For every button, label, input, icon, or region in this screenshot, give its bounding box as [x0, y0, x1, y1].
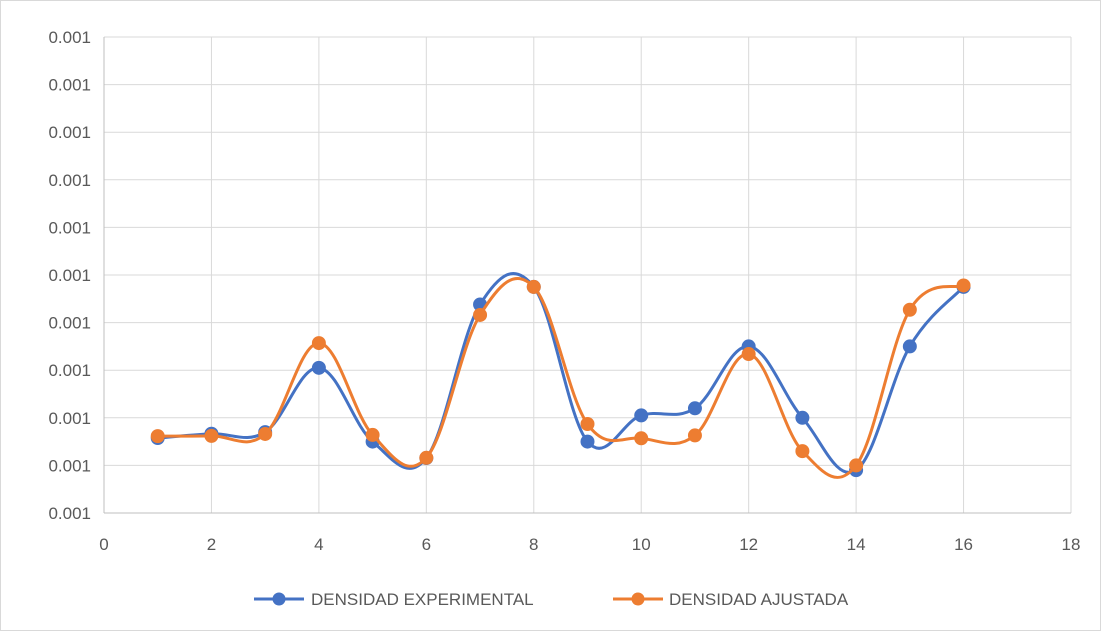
- series-densidad-ajustada: [150, 277, 971, 479]
- data-point: [311, 336, 326, 351]
- y-tick-label: 0.001: [48, 28, 91, 47]
- x-axis-tick-labels: 0 2 4 6 8 10 12 14 16 18: [99, 535, 1080, 554]
- legend-marker: [272, 592, 286, 606]
- data-point: [311, 360, 326, 375]
- data-point: [473, 307, 488, 322]
- x-tick-label: 12: [739, 535, 758, 554]
- data-point: [902, 339, 917, 354]
- gridlines: [103, 36, 1072, 514]
- legend-item: DENSIDAD EXPERIMENTAL: [254, 590, 534, 609]
- y-tick-label: 0.001: [48, 409, 91, 428]
- legend-marker: [631, 592, 645, 606]
- data-point: [580, 416, 595, 431]
- series-group: [150, 272, 971, 479]
- y-tick-label: 0.001: [48, 456, 91, 475]
- y-tick-label: 0.001: [48, 218, 91, 237]
- y-tick-label: 0.001: [48, 76, 91, 95]
- x-tick-label: 14: [847, 535, 866, 554]
- data-point: [526, 279, 541, 294]
- y-tick-label: 0.001: [48, 123, 91, 142]
- data-point: [580, 434, 595, 449]
- x-tick-label: 8: [529, 535, 538, 554]
- legend-label: DENSIDAD EXPERIMENTAL: [311, 590, 534, 609]
- y-tick-label: 0.001: [48, 171, 91, 190]
- data-point: [150, 429, 165, 444]
- data-point: [902, 302, 917, 317]
- data-point: [634, 408, 649, 423]
- data-point: [687, 401, 702, 416]
- data-point: [634, 431, 649, 446]
- data-point: [419, 450, 434, 465]
- y-axis-tick-labels: 0.001 0.001 0.001 0.001 0.001 0.001 0.001 0.001…: [48, 28, 91, 523]
- data-point: [258, 426, 273, 441]
- y-tick-label: 0.001: [48, 314, 91, 333]
- data-point: [204, 428, 219, 443]
- y-tick-label: 0.001: [48, 361, 91, 380]
- x-tick-label: 16: [954, 535, 973, 554]
- data-point: [849, 458, 864, 473]
- data-point: [956, 278, 971, 293]
- series-line: [157, 277, 965, 479]
- x-tick-label: 0: [99, 535, 108, 554]
- x-tick-label: 4: [314, 535, 323, 554]
- y-tick-label: 0.001: [48, 266, 91, 285]
- series-densidad-experimental: [150, 272, 971, 478]
- x-tick-label: 18: [1062, 535, 1081, 554]
- x-tick-label: 6: [422, 535, 431, 554]
- x-tick-label: 2: [207, 535, 216, 554]
- data-point: [795, 410, 810, 425]
- series-line: [157, 272, 965, 474]
- legend-label: DENSIDAD AJUSTADA: [669, 590, 849, 609]
- legend-item: DENSIDAD AJUSTADA: [613, 590, 849, 609]
- y-tick-label: 0.001: [48, 504, 91, 523]
- x-tick-label: 10: [632, 535, 651, 554]
- data-point: [365, 427, 380, 442]
- data-point: [687, 428, 702, 443]
- legend: DENSIDAD EXPERIMENTAL DENSIDAD AJUSTADA: [254, 590, 849, 609]
- data-point: [741, 347, 756, 362]
- data-point: [795, 444, 810, 459]
